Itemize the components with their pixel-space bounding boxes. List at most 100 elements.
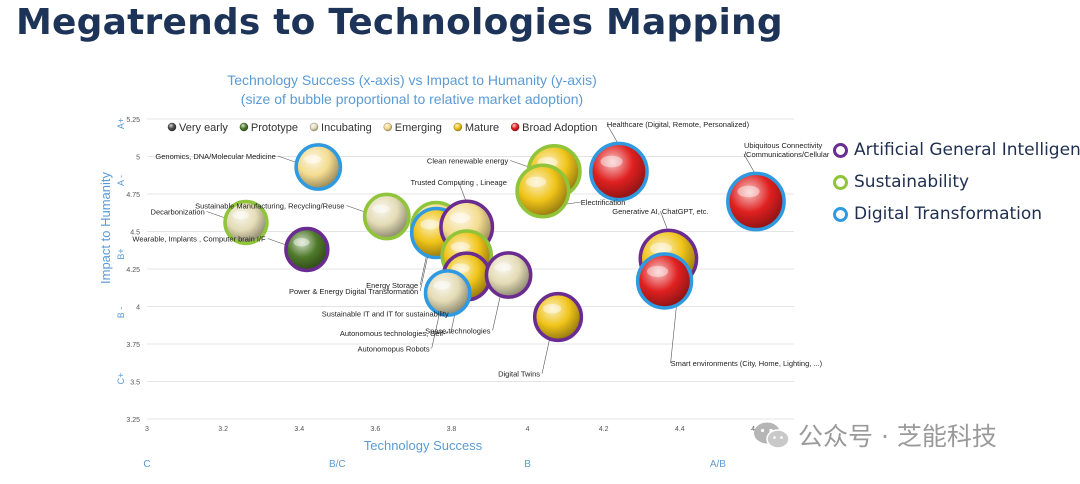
x-grade-label: A/B bbox=[710, 459, 726, 470]
bubble-highlight bbox=[232, 210, 249, 220]
y-tick-label: 3.25 bbox=[126, 417, 140, 424]
bubble bbox=[294, 143, 343, 191]
chart-subtitle: (size of bubble proportional to relative… bbox=[241, 91, 583, 107]
x-grade-label: B bbox=[524, 459, 531, 470]
x-grade-label: B/C bbox=[329, 459, 346, 470]
legend-dot bbox=[239, 122, 249, 132]
legend-label: Mature bbox=[465, 122, 499, 134]
bubble bbox=[726, 171, 786, 232]
bubble-label: Space technologies bbox=[425, 326, 491, 335]
watermark-text: 公众号 · 芝能科技 bbox=[798, 422, 997, 451]
bubble bbox=[362, 192, 411, 241]
bubble-ring bbox=[726, 171, 786, 232]
ring-icon bbox=[833, 142, 848, 158]
bubble-ring bbox=[589, 141, 649, 202]
bubble-label: Clean renewable energy bbox=[427, 157, 509, 166]
maturity-legend-item: Very early bbox=[167, 122, 228, 134]
bubble-highlight bbox=[526, 176, 547, 188]
bubble-label: Power & Energy Digital Transformation bbox=[289, 287, 418, 296]
bubble bbox=[589, 141, 649, 202]
bubble-label: Sustainable Manufacturing, Recycling/Reu… bbox=[195, 202, 344, 211]
bubble-highlight bbox=[649, 242, 673, 255]
maturity-legend-item: Incubating bbox=[309, 122, 372, 134]
bubble-label: Generative AI, ChatGPT, etc. bbox=[612, 207, 708, 216]
legend-label: Broad Adoption bbox=[522, 122, 597, 134]
bubble-ring bbox=[294, 143, 343, 191]
megatrend-legend: Artificial General Intelligence Sustainab… bbox=[833, 134, 1080, 230]
page-title: Megatrends to Technologies Mapping bbox=[16, 2, 783, 43]
x-tick-labels: 33.23.43.63.844.24.44.6 bbox=[145, 426, 761, 433]
bubble-highlight bbox=[293, 237, 310, 247]
x-axis-label: Technology Success bbox=[364, 438, 483, 453]
bubble-ring bbox=[223, 199, 269, 246]
bubble-ring bbox=[635, 252, 694, 310]
x-tick-label: 3 bbox=[145, 426, 149, 433]
bubble-fill bbox=[297, 146, 339, 188]
y-grade-label: B - bbox=[116, 307, 126, 319]
bubble-ring bbox=[484, 251, 533, 299]
chart-title: Technology Success (x-axis) vs Impact to… bbox=[227, 72, 597, 88]
bubble-label: Electrification bbox=[581, 198, 626, 207]
bubble bbox=[284, 226, 330, 273]
bubble-highlight bbox=[646, 265, 669, 277]
bubble-fill bbox=[287, 230, 327, 269]
y-grade-label: A - bbox=[116, 175, 126, 186]
bubble-label: Autonomopus Robots bbox=[358, 344, 430, 353]
bubble-highlight bbox=[449, 212, 471, 224]
bubble-highlight bbox=[600, 155, 623, 168]
leader-line bbox=[743, 153, 757, 176]
y-tick-label: 4.75 bbox=[126, 192, 140, 199]
legend-label: Incubating bbox=[321, 122, 372, 134]
bubble bbox=[635, 252, 694, 310]
y-tick-label: 3.75 bbox=[126, 342, 140, 349]
bubble-fill bbox=[518, 167, 567, 215]
maturity-legend: Very early Prototype Incubating Emerging Mat… bbox=[167, 122, 597, 134]
maturity-legend-item: Prototype bbox=[239, 122, 298, 134]
bubble-ring bbox=[284, 226, 330, 273]
watermark: 公众号 · 芝能科技 bbox=[752, 418, 997, 452]
leader-line bbox=[660, 210, 669, 233]
leader-line bbox=[458, 181, 467, 204]
maturity-legend-item: Mature bbox=[453, 122, 499, 134]
bubble-highlight bbox=[542, 304, 562, 314]
x-tick-label: 4 bbox=[526, 426, 530, 433]
bubble-fill bbox=[592, 145, 646, 198]
bubble-label: Smart environments (City, Home, Lighting… bbox=[671, 359, 823, 368]
y-tick-label: 4.25 bbox=[126, 267, 140, 274]
legend-label: Very early bbox=[179, 122, 228, 134]
y-axis-label: Impact to Humanity bbox=[98, 172, 113, 284]
leader-line bbox=[277, 155, 298, 164]
x-tick-label: 3.6 bbox=[370, 426, 380, 433]
bubble-fill bbox=[729, 175, 783, 228]
megatrend-legend-item: Sustainability bbox=[833, 166, 1078, 198]
legend-label: Emerging bbox=[395, 122, 442, 134]
bubble-ring bbox=[515, 163, 571, 219]
bubble-label: Decarbonization bbox=[151, 208, 205, 217]
legend-dot bbox=[510, 122, 520, 132]
x-tick-label: 3.8 bbox=[447, 426, 457, 433]
legend-dot bbox=[309, 122, 319, 132]
x-tick-label: 3.2 bbox=[218, 426, 228, 433]
bubble-label: Healthcare (Digital, Remote, Personalize… bbox=[607, 120, 750, 129]
y-tick-label: 3.5 bbox=[130, 380, 140, 387]
bubble-labels: Genomics, DNA/Molecular Medicine Decarbon… bbox=[132, 120, 829, 379]
bubble-highlight bbox=[372, 204, 390, 214]
x-grade-labels: C B/C B A/B bbox=[143, 459, 726, 470]
bubble-label: Sustainable IT and IT for sustainability bbox=[322, 309, 449, 318]
bubble bbox=[515, 163, 571, 219]
bubble-label: Wearable, Implants , Computer brain I/F bbox=[132, 235, 266, 244]
bubble-highlight bbox=[420, 219, 440, 230]
bubble bbox=[532, 291, 584, 343]
megatrend-legend-item: Digital Transformation bbox=[833, 198, 1078, 230]
bubbles bbox=[223, 141, 786, 343]
bubble-highlight bbox=[494, 262, 512, 272]
x-tick-label: 4.2 bbox=[599, 426, 609, 433]
megatrend-legend-item: Artificial General Intelligence bbox=[833, 134, 1080, 166]
legend-dot bbox=[167, 122, 177, 132]
bubble-highlight bbox=[433, 280, 451, 290]
y-tick-label: 5 bbox=[136, 155, 140, 162]
megatrend-legend-label: Digital Transformation bbox=[854, 204, 1043, 224]
legend-label: Prototype bbox=[251, 122, 298, 134]
leader-line bbox=[606, 123, 620, 146]
